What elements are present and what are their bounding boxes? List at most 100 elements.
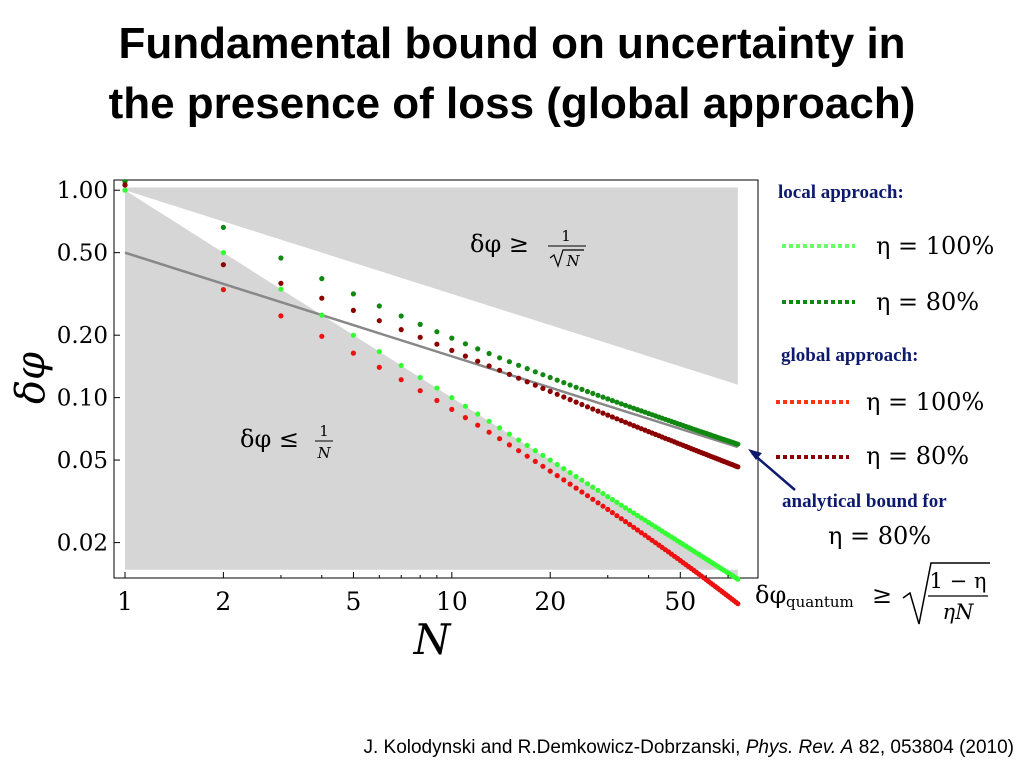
annotation-bound-heading: analytical bound for [782,491,947,512]
y-axis-label: δφ [8,352,54,404]
data-point [609,414,616,420]
data-point [554,461,560,468]
data-point [462,403,468,409]
data-point [579,401,585,408]
data-point [319,312,325,318]
region-above-sqrt-bound [125,187,738,385]
data-point [350,350,356,356]
data-point [579,489,585,495]
data-point [278,286,284,292]
data-point [540,372,546,378]
data-point [516,448,522,454]
data-point [622,402,629,408]
data-point [622,519,629,525]
lower-region-numerator: 1 [319,422,329,440]
legend-local-100-label: η = 100% [876,232,995,260]
data-point [561,394,567,400]
data-point [567,397,573,403]
legend-global-heading: global approach: [781,345,919,366]
data-point [631,524,637,530]
data-point [622,505,629,511]
data-point [434,385,440,391]
data-point [579,386,585,392]
data-point [417,388,423,394]
data-point [561,477,567,483]
data-point [376,303,382,309]
data-point [609,398,616,404]
data-point [486,429,492,435]
data-point [735,576,741,582]
data-point [497,436,503,442]
data-point [398,362,404,369]
y-tick-label: 1.00 [57,178,108,204]
data-point [584,404,591,410]
series-3 [122,182,741,607]
lower-region-relation: δφ ≤ [240,425,299,453]
data-point [524,442,530,448]
series-1 [122,187,741,582]
data-point [614,499,620,505]
data-point [590,390,596,396]
y-tick-label: 0.02 [57,531,108,557]
data-point [376,364,382,370]
data-point [524,366,530,372]
data-point [634,512,641,519]
data-point [497,355,503,361]
quantum-bound-formula: δφ quantum ≥ 1 − η ηN [755,562,990,625]
data-point [554,377,560,383]
data-point [605,494,611,500]
y-tick-label: 0.20 [57,323,108,349]
data-point [524,453,530,459]
data-point [554,391,560,397]
data-point [506,442,512,448]
data-point [634,527,641,533]
formula-denominator: ηN [943,600,975,624]
x-axis-ticks: 1 2 5 10 20 50 [117,572,729,616]
data-point [631,510,637,516]
data-point [573,384,579,390]
data-point [579,477,585,483]
data-point [497,367,503,373]
data-point [524,379,530,385]
data-point [554,473,560,479]
data-point [122,182,128,188]
data-point [486,418,492,424]
data-point [735,464,741,470]
annotation-bound-eta: η = 80% [828,522,932,550]
data-point [350,307,356,313]
formula-numerator: 1 − η [930,569,987,593]
data-point [220,287,226,293]
citation: J. Kolodynski and R.Demkowicz-Dobrzanski… [363,737,1014,759]
data-point [220,250,226,256]
x-axis-label: N [413,615,452,664]
data-point [590,496,596,502]
data-point [573,399,579,405]
data-point [497,425,503,431]
data-point [540,385,546,391]
data-point [506,431,512,437]
data-point [434,329,440,335]
data-point [220,224,226,230]
legend-local-heading: local approach: [778,182,904,203]
data-point [590,406,596,412]
data-point [622,419,629,425]
data-point [600,490,606,497]
data-point [618,401,624,407]
data-point [540,463,546,469]
data-point [532,458,538,464]
analytical-bound-line [124,251,739,449]
legend-local-80-label: η = 80% [876,288,980,316]
data-point [595,392,601,398]
data-point [627,421,633,427]
data-point [462,415,468,421]
upper-region-numerator: 1 [561,227,571,245]
lower-region-label: δφ ≤ 1 N [240,422,333,462]
data-point [417,334,423,340]
legend-global-80-label: η = 80% [866,442,970,470]
data-point [475,422,481,428]
data-point [516,362,522,368]
data-point [278,280,284,286]
data-point [567,470,573,476]
data-point [618,516,624,522]
data-point [417,321,423,327]
